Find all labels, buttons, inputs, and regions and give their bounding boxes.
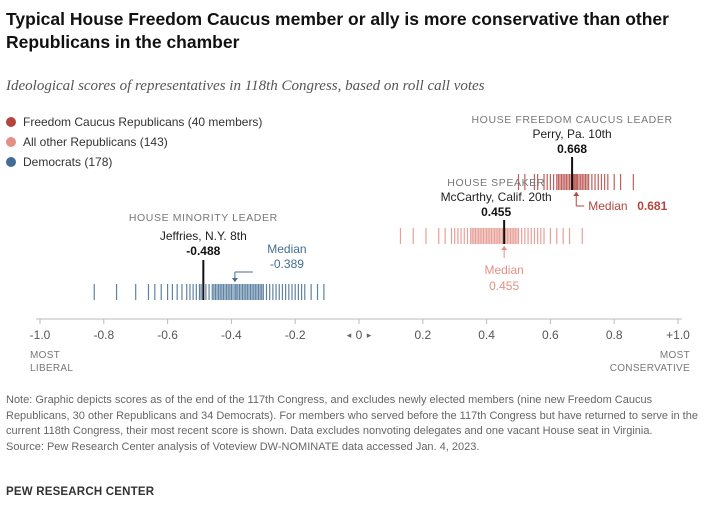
- median-label: Median: [484, 263, 523, 277]
- legend-label: Freedom Caucus Republicans (40 members): [23, 115, 263, 129]
- x-tick-label: -1.0: [30, 328, 51, 342]
- median-label: Median: [267, 242, 306, 256]
- legend-label: All other Republicans (143): [23, 135, 168, 149]
- leader-value-label: 0.668: [557, 142, 587, 156]
- source-text: Source: Pew Research Center analysis of …: [6, 440, 480, 453]
- legend-item-democrats: Democrats (178): [6, 152, 262, 172]
- chart-title: Typical House Freedom Caucus member or a…: [6, 9, 669, 52]
- leader-value-label: 0.455: [481, 205, 511, 219]
- legend-swatch: [6, 117, 16, 127]
- x-tick-label: 0.2: [414, 328, 431, 342]
- legend-swatch: [6, 137, 16, 147]
- legend: Freedom Caucus Republicans (40 members) …: [6, 112, 262, 172]
- legend-item-freedom-caucus: Freedom Caucus Republicans (40 members): [6, 112, 262, 132]
- x-tick-label: 0.4: [478, 328, 495, 342]
- leader-role-label: HOUSE FREEDOM CAUCUS LEADER: [472, 114, 673, 126]
- leader-value-label: -0.488: [186, 244, 220, 258]
- arrow-head: [501, 246, 508, 250]
- leader-name-label: McCarthy, Calif. 20th: [441, 190, 552, 204]
- end-label-left: LIBERAL: [30, 363, 73, 374]
- x-tick-label: 0.8: [606, 328, 623, 342]
- chart-note: Note: Graphic depicts scores as of the e…: [6, 393, 714, 455]
- arrow-head: [231, 278, 238, 282]
- x-tick-label: 0: [356, 328, 363, 342]
- x-tick-label: +1.0: [666, 328, 690, 342]
- leader-name-label: Perry, Pa. 10th: [533, 127, 612, 141]
- left-arrow-icon: ◂: [347, 330, 352, 340]
- legend-swatch: [6, 157, 16, 167]
- legend-item-other-republicans: All other Republicans (143): [6, 132, 262, 152]
- x-tick-label: 0.6: [542, 328, 559, 342]
- right-arrow-icon: ▸: [367, 330, 372, 340]
- median-value: 0.455: [489, 279, 519, 293]
- median-label: Median: [588, 199, 627, 213]
- leader-role-label: HOUSE MINORITY LEADER: [129, 212, 278, 224]
- median-value: -0.389: [270, 257, 304, 271]
- note-text: Note: Graphic depicts scores as of the e…: [6, 394, 698, 437]
- x-tick-label: -0.4: [221, 328, 242, 342]
- leader-role-label: HOUSE SPEAKER: [447, 177, 545, 189]
- leader-name-label: Jeffries, N.Y. 8th: [160, 229, 247, 243]
- arrow-head: [573, 192, 580, 196]
- legend-label: Democrats (178): [23, 155, 113, 169]
- strip-chart: -1.0 -0.8 -0.6 -0.4 -0.2 ◂ ▸ 0 0.2 0.4 0.6 0.8 +1.0 M…: [30, 114, 691, 374]
- median-value: 0.681: [637, 199, 667, 213]
- end-label-right: MOST: [660, 350, 690, 361]
- end-label-left: MOST: [30, 350, 60, 361]
- x-tick-label: -0.2: [285, 328, 306, 342]
- chart-subtitle: Ideological scores of representatives in…: [6, 78, 485, 94]
- end-label-right: CONSERVATIVE: [610, 363, 690, 374]
- x-tick-label: -0.8: [93, 328, 114, 342]
- brand-logo-text: PEW RESEARCH CENTER: [6, 486, 155, 498]
- x-tick-label: -0.6: [157, 328, 178, 342]
